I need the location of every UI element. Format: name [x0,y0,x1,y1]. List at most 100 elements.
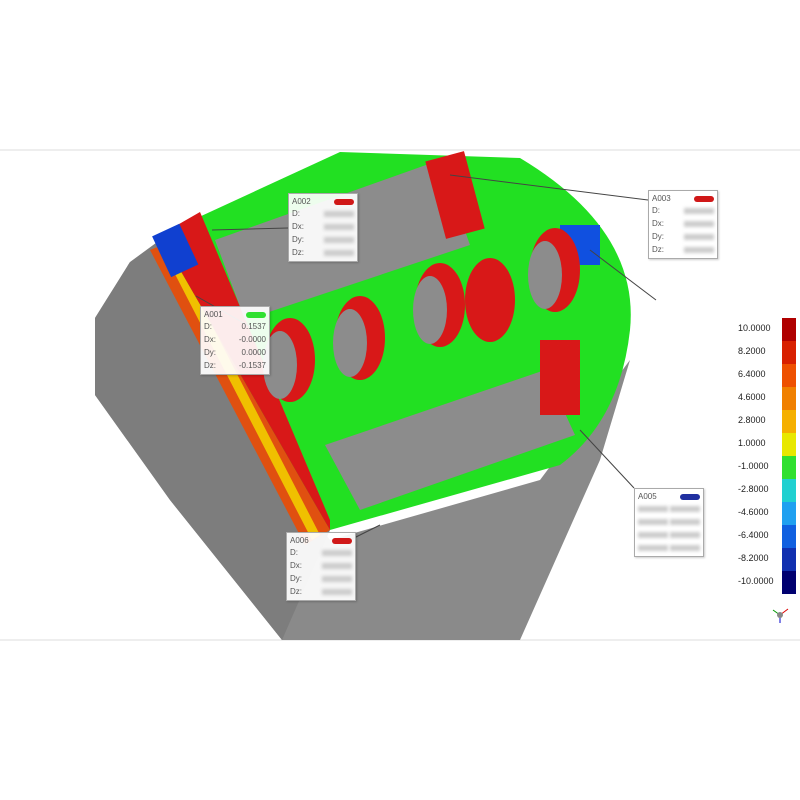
blurred [324,223,354,230]
blurred [638,531,668,538]
annotation-id: A006 [290,536,309,545]
annotation-header: A003 [652,193,714,204]
scale-segment [782,456,796,479]
scale-segment [782,341,796,364]
scale-label: 6.4000 [738,369,766,379]
annotation-header: A005 [638,491,700,502]
annotation-row: Dx: -0.0000 [204,333,266,346]
swatch [246,311,266,318]
red-zone [540,340,580,415]
annotation-row: Dz: [652,243,714,256]
blurred [324,249,354,256]
annotation-row [638,515,700,528]
annotation-row: D: [290,546,352,559]
annotation: A006 D: Dx: Dy: Dz: [286,532,356,601]
row-label: Dz: [652,245,664,254]
annotation-row: Dy: [292,233,354,246]
annotation: A001 D: 0.1537 Dx: -0.0000 Dy: 0.0000 Dz: -0.153… [200,306,270,375]
scale-segment [782,479,796,502]
scale-segment [782,525,796,548]
row-label: Dx: [652,219,664,228]
row-label: Dy: [290,574,302,583]
scale-label: -8.2000 [738,553,769,563]
row-label: Dz: [292,248,304,257]
scale-label: -1.0000 [738,461,769,471]
blurred [322,562,352,569]
pocket [325,370,575,510]
swatch [332,537,352,544]
scale-segment [782,410,796,433]
row-label: Dx: [290,561,302,570]
annotation-header: A002 [292,196,354,207]
row-value: 0.0000 [241,348,266,357]
scale-segment [782,571,796,594]
axis-triad [772,608,789,623]
scale-segment [782,364,796,387]
blurred [684,207,714,214]
blurred [670,531,700,538]
row-value: -0.0000 [238,335,266,344]
annotation-row: Dz: [292,246,354,259]
annotation-row: Dz: [290,585,352,598]
annotation-row: D: [652,204,714,217]
annotation-id: A003 [652,194,671,203]
row-label: Dy: [652,232,664,241]
scale-segment [782,387,796,410]
blurred [322,549,352,556]
annotation-id: A001 [204,310,223,319]
annotation-id: A002 [292,197,311,206]
annotation-row: Dy: [652,230,714,243]
annotation-row: Dy: [290,572,352,585]
row-value: 0.1537 [241,322,266,331]
blurred [684,233,714,240]
scale-label: -6.4000 [738,530,769,540]
annotation-row [638,502,700,515]
annotation-row: D: [292,207,354,220]
row-label: Dy: [204,348,216,357]
annotation: A005 [634,488,704,557]
annotation-row: Dx: [652,217,714,230]
scale-label: -4.6000 [738,507,769,517]
scale-label: 1.0000 [738,438,766,448]
row-label: Dz: [204,361,216,370]
blurred [322,588,352,595]
blurred [638,544,668,551]
annotation: A002 D: Dx: Dy: Dz: [288,193,358,262]
blurred [324,210,354,217]
annotation-row: Dy: 0.0000 [204,346,266,359]
blurred [670,505,700,512]
row-label: D: [204,322,212,331]
swatch [680,493,700,500]
scale-label: -2.8000 [738,484,769,494]
annotation-row: Dz: -0.1537 [204,359,266,372]
red-zone [425,151,485,239]
blurred [684,246,714,253]
scale-label: 10.0000 [738,323,771,333]
annotation-row: Dx: [290,559,352,572]
swatch [694,195,714,202]
scale-label: 2.8000 [738,415,766,425]
annotation-row [638,541,700,554]
annotation-header: A001 [204,309,266,320]
color-scale [782,318,796,594]
row-label: D: [652,206,660,215]
annotation-header: A006 [290,535,352,546]
blurred [670,518,700,525]
row-label: D: [292,209,300,218]
annotation-row: D: 0.1537 [204,320,266,333]
blurred [684,220,714,227]
row-value: -0.1537 [238,361,266,370]
scale-segment [782,548,796,571]
scale-segment [782,318,796,341]
scale-label: 4.6000 [738,392,766,402]
annotation: A003 D: Dx: Dy: Dz: [648,190,718,259]
swatch [334,198,354,205]
part-side [95,240,330,640]
blue-zone [152,223,199,278]
blurred [324,236,354,243]
blurred [638,518,668,525]
scale-label: -10.0000 [738,576,774,586]
annotation-row [638,528,700,541]
